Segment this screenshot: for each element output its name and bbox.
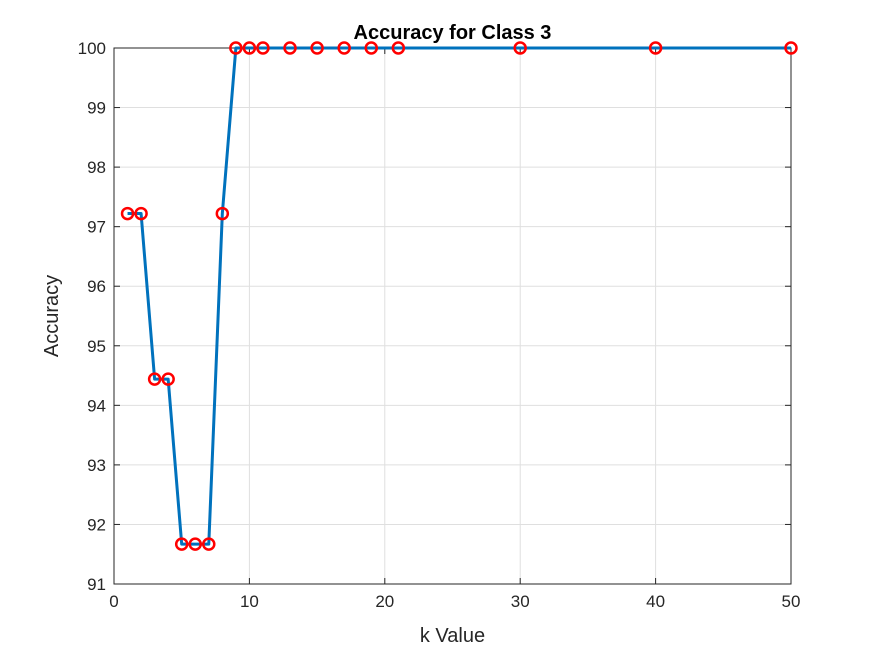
data-point-marker — [174, 537, 189, 551]
series — [120, 41, 798, 551]
y-axis-label: Accuracy — [41, 275, 63, 357]
data-point-marker — [364, 41, 379, 55]
data-point-marker — [256, 41, 270, 55]
data-point-marker — [648, 41, 663, 55]
data-point-marker — [147, 372, 162, 386]
y-tick-label: 100 — [78, 39, 106, 58]
plot-area — [114, 48, 791, 584]
data-point-marker — [242, 41, 257, 55]
data-point-marker — [120, 206, 135, 221]
y-tick-label: 91 — [87, 575, 106, 594]
x-axis-label: k Value — [420, 625, 485, 647]
data-point-marker — [391, 41, 406, 55]
data-point-marker — [784, 41, 798, 55]
y-tick-label: 98 — [87, 158, 106, 177]
y-tick-label: 94 — [87, 396, 106, 415]
y-tick-label: 99 — [87, 99, 106, 118]
series-line — [127, 46, 791, 546]
data-point-marker — [513, 41, 527, 55]
data-point-marker — [310, 41, 324, 55]
x-tick-label: 20 — [375, 592, 394, 611]
chart-title: Accuracy for Class 3 — [354, 22, 552, 44]
x-tick-label: 40 — [646, 592, 665, 611]
grid — [114, 48, 791, 584]
data-point-marker — [215, 206, 230, 221]
data-point-marker — [229, 41, 243, 55]
data-point-marker — [161, 372, 175, 386]
data-point-marker — [283, 41, 297, 55]
x-tick-label: 0 — [109, 592, 118, 611]
data-point-marker — [188, 537, 202, 551]
y-tick-label: 92 — [87, 515, 106, 534]
y-tick-label: 97 — [87, 218, 106, 237]
data-point-marker — [134, 206, 148, 221]
x-tick-label: 10 — [240, 592, 259, 611]
x-tick-label: 30 — [511, 592, 530, 611]
y-tick-label: 95 — [87, 337, 106, 356]
y-tick-label: 96 — [87, 277, 106, 296]
data-point-marker — [337, 41, 351, 55]
y-tick-label: 93 — [87, 456, 106, 475]
data-point-marker — [202, 537, 216, 551]
axis-ticks: 0 10 20 30 40 50 91 92 93 94 95 96 97 98 99 100 — [78, 39, 801, 611]
x-tick-label: 50 — [782, 592, 801, 611]
